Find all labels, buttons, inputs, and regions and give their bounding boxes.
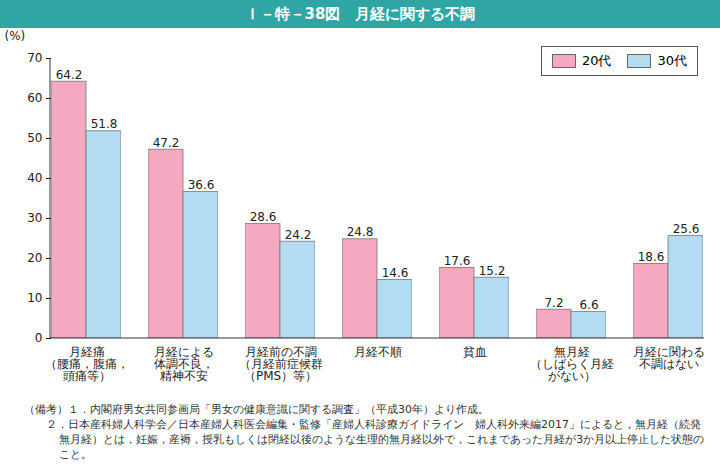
svg-text:17.6: 17.6 xyxy=(444,254,471,268)
svg-text:6.6: 6.6 xyxy=(579,298,598,312)
html-text:２．日本産科婦人科学会／日本産婦人科医会編集・監修「産婦人科: ２．日本産科婦人科学会／日本産婦人科医会編集・監修「産婦人科診療ガイドライン 婦… xyxy=(46,418,705,461)
svg-text:15.2: 15.2 xyxy=(479,264,506,278)
svg-text:60: 60 xyxy=(27,91,42,105)
svg-text:7.2: 7.2 xyxy=(544,296,563,310)
svg-text:70: 70 xyxy=(27,51,42,65)
svg-text:28.6: 28.6 xyxy=(250,210,277,224)
svg-text:51.8: 51.8 xyxy=(91,117,118,131)
svg-text:(%): (%) xyxy=(5,29,26,43)
html-text:20代: 20代 xyxy=(581,53,612,68)
svg-text:14.6: 14.6 xyxy=(382,266,409,280)
svg-text:47.2: 47.2 xyxy=(153,136,180,150)
svg-text:24.8: 24.8 xyxy=(347,225,374,239)
svg-text:36.6: 36.6 xyxy=(188,178,215,192)
svg-text:月経前の不調（月経前症候群（PMS）等）: 月経前の不調（月経前症候群（PMS）等） xyxy=(239,345,323,383)
svg-text:30: 30 xyxy=(27,211,42,225)
svg-text:64.2: 64.2 xyxy=(56,68,83,82)
svg-text:40: 40 xyxy=(27,171,42,185)
svg-text:無月経（しばらく月経がない）: 無月経（しばらく月経がない） xyxy=(530,345,614,383)
html-text:30代: 30代 xyxy=(657,53,687,68)
html-text:（備考）１．内閣府男女共同参画局「男女の健康意識に関する調査: （備考）１．内閣府男女共同参画局「男女の健康意識に関する調査」（平成30年）より… xyxy=(24,403,489,416)
svg-text:月経に関わる不調はない: 月経に関わる不調はない xyxy=(633,345,705,371)
svg-text:月経による体調不良，精神不安: 月経による体調不良，精神不安 xyxy=(154,345,214,383)
svg-text:18.6: 18.6 xyxy=(638,250,665,264)
svg-text:0: 0 xyxy=(35,331,43,345)
svg-text:10: 10 xyxy=(27,291,42,305)
svg-text:50: 50 xyxy=(27,131,42,145)
html-text:Ｉ－特－38図 月経に関する不調: Ｉ－特－38図 月経に関する不調 xyxy=(244,5,476,23)
svg-text:貧血: 貧血 xyxy=(463,345,487,359)
svg-text:月経不順: 月経不順 xyxy=(354,345,402,359)
svg-text:25.6: 25.6 xyxy=(673,222,700,236)
svg-text:20: 20 xyxy=(27,251,42,265)
svg-text:月経痛（腰痛，腹痛，頭痛等）: 月経痛（腰痛，腹痛，頭痛等） xyxy=(45,345,129,383)
svg-text:24.2: 24.2 xyxy=(285,228,312,242)
